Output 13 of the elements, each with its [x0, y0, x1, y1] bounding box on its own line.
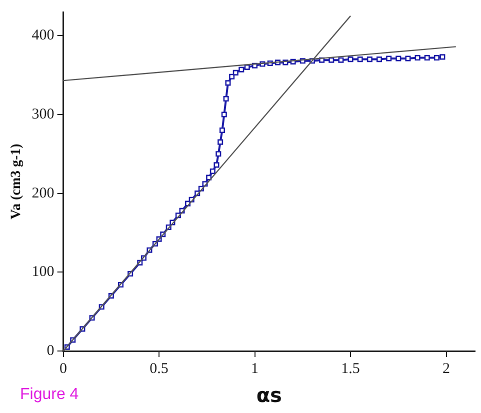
y-tick-label: 200: [32, 185, 54, 202]
x-tick-label: 2: [442, 360, 450, 377]
y-tick-label: 400: [32, 28, 54, 44]
y-tick-label: 300: [32, 106, 54, 122]
x-tick-label: 1.5: [341, 360, 360, 377]
y-tick-label: 0: [46, 342, 54, 359]
y-axis-title: Va (cm3 g-1): [9, 143, 24, 220]
y-tick-label: 100: [32, 264, 54, 280]
x-axis-title: αs: [256, 383, 282, 408]
x-tick-label: 1: [251, 360, 259, 377]
caption: Figure 4: [20, 386, 79, 404]
x-tick-label: 0: [60, 360, 68, 377]
x-tick-label: 0.5: [150, 360, 168, 377]
